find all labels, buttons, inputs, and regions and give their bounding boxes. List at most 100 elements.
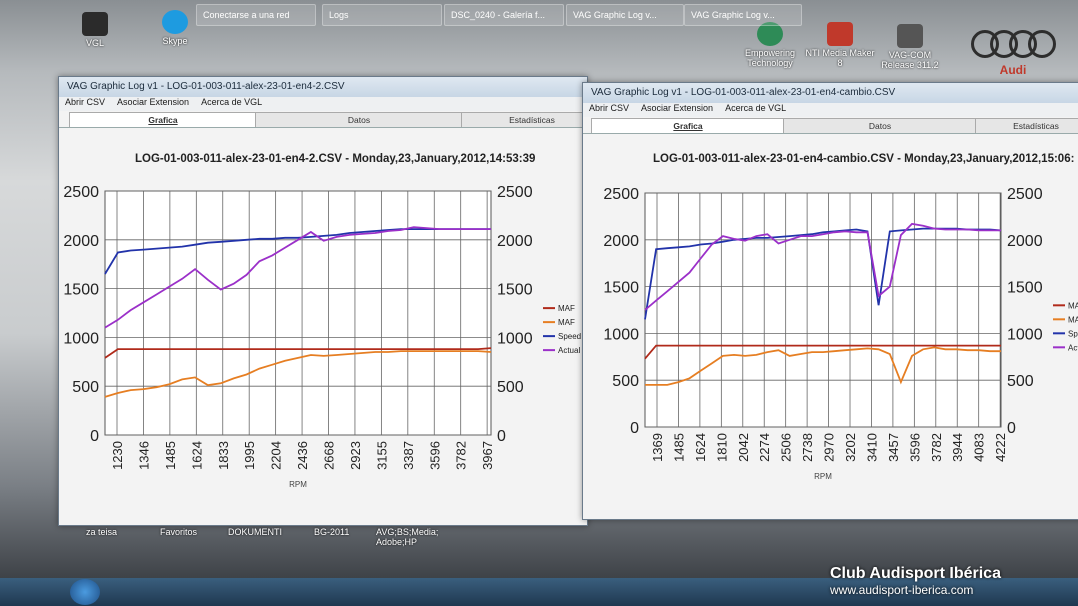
series-line-maf — [644, 344, 1001, 360]
x-tick-label: 3596 — [907, 433, 922, 462]
desktop-item[interactable]: BG-2011 — [314, 527, 350, 537]
x-tick-label: 3457 — [886, 433, 901, 462]
y2-tick-label: 0 — [1007, 420, 1016, 437]
window-1-titlebar[interactable]: VAG Graphic Log v1 - LOG-01-003-011-alex… — [59, 77, 587, 97]
chart-1: 0 500 1000 1500 2000 2500 0 500 1000 1500 2000 2500… — [63, 184, 581, 489]
desktop-icon-label: Skype — [162, 36, 188, 46]
y2-tick-label: 1000 — [497, 330, 533, 347]
legend-label: Actual — [1068, 343, 1078, 352]
watermark: Club Audisport Ibérica www.audisport-ibe… — [830, 565, 1001, 597]
desktop-icon-label: Empowering Technology — [744, 48, 796, 68]
y-tick-label: 1500 — [63, 282, 99, 299]
vgl-window-1[interactable]: VAG Graphic Log v1 - LOG-01-003-011-alex… — [58, 76, 588, 526]
taskbar — [0, 578, 1078, 606]
legend-label: MAF — [558, 304, 575, 313]
desktop-icon-vagcom[interactable]: VAG-COM Release 311.2 — [875, 24, 945, 70]
desktop-icon-skype[interactable]: Skype — [140, 10, 210, 46]
window-2-tabs: Grafica Datos Estadísticas — [583, 117, 1078, 134]
tab-datos[interactable]: Datos — [255, 112, 463, 127]
y-tick-label: 1500 — [603, 280, 639, 297]
series-line-actual — [104, 226, 491, 329]
x-tick-label: 3155 — [374, 441, 389, 470]
vgl-app-icon — [82, 12, 108, 36]
x-tick-label: 1624 — [693, 433, 708, 462]
y-tick-label: 1000 — [603, 326, 639, 343]
start-button[interactable] — [70, 579, 100, 605]
vgl-window-2[interactable]: VAG Graphic Log v1 - LOG-01-003-011-alex… — [582, 82, 1078, 520]
audi-logo-text: Audi — [999, 63, 1027, 77]
y-tick-label: 2000 — [603, 233, 639, 250]
tab-estadisticas[interactable]: Estadísticas — [975, 118, 1078, 133]
menu-abrir-csv[interactable]: Abrir CSV — [589, 103, 630, 113]
y-tick-label: 500 — [72, 379, 99, 396]
y-tick-label: 2500 — [603, 186, 639, 203]
y-tick-label: 1000 — [63, 330, 99, 347]
x-tick-label: 2506 — [779, 433, 794, 462]
desktop-icon-vgl[interactable]: VGL — [60, 12, 130, 48]
x-tick-label: 2923 — [348, 441, 363, 470]
taskbar-item-vgl-1[interactable]: VAG Graphic Log v... — [566, 4, 684, 26]
x-tick-label: 3782 — [454, 441, 469, 470]
chart-2: 0 500 1000 1500 2000 2500 0 500 1000 1500 2000 2500… — [603, 186, 1078, 481]
plot-area — [104, 190, 492, 436]
y-tick-label: 0 — [90, 428, 99, 445]
taskbar-item-logs[interactable]: Logs — [322, 4, 442, 26]
window-1-menubar: Abrir CSV Asociar Extension Acerca de VG… — [59, 97, 587, 111]
legend-label: Actual — [558, 346, 580, 355]
desktop-item[interactable]: AVG;BS;Media; Adobe;HP — [376, 527, 439, 547]
x-tick-label: 1810 — [714, 433, 729, 462]
x-tick-label: 3944 — [950, 433, 965, 462]
desktop-item[interactable]: DOKUMENTI — [228, 527, 282, 537]
menu-acerca-de[interactable]: Acerca de VGL — [201, 97, 263, 107]
legend-label: Speed — [1068, 329, 1078, 338]
y2-tick-label: 2500 — [1007, 186, 1043, 203]
skype-icon — [162, 10, 188, 34]
window-2-menubar: Abrir CSV Asociar Extension Acerca de VG… — [583, 103, 1078, 117]
taskbar-item-vgl-2[interactable]: VAG Graphic Log v... — [684, 4, 802, 26]
audi-logo: Audi — [968, 30, 1058, 77]
desktop-icon-empowering[interactable]: Empowering Technology — [735, 22, 805, 68]
desktop-icon-label: VAG-COM Release 311.2 — [881, 50, 939, 70]
vag-com-icon — [897, 24, 923, 48]
x-tick-label: 1485 — [671, 433, 686, 462]
legend-label: MAF — [1068, 301, 1078, 310]
series-line-actual — [644, 222, 1001, 311]
y-tick-label: 0 — [630, 420, 639, 437]
chart-1-title: LOG-01-003-011-alex-23-01-en4-2.CSV - Mo… — [135, 153, 536, 165]
x-tick-label: 1485 — [163, 441, 178, 470]
series-line-maf — [104, 347, 492, 359]
menu-abrir-csv[interactable]: Abrir CSV — [65, 97, 106, 107]
y2-tick-label: 0 — [497, 428, 506, 445]
x-tick-label: 3596 — [427, 441, 442, 470]
x-tick-label: 1369 — [650, 433, 665, 462]
tab-datos[interactable]: Datos — [783, 118, 977, 133]
taskbar-item-network[interactable]: Conectarse a una red — [196, 4, 316, 26]
tab-estadisticas[interactable]: Estadísticas — [461, 112, 587, 127]
desktop-icon-label: VGL — [85, 38, 104, 48]
menu-asociar-extension[interactable]: Asociar Extension — [117, 97, 190, 107]
x-tick-label: 3967 — [480, 441, 495, 470]
y2-tick-label: 2000 — [497, 233, 533, 250]
desktop-icon-nti[interactable]: NTI Media Maker 8 — [805, 22, 875, 68]
x-tick-label: 2436 — [295, 441, 310, 470]
desktop-icon-label: NTI Media Maker 8 — [805, 48, 875, 68]
tab-grafica[interactable]: Grafica — [591, 118, 785, 133]
y2-tick-label: 1500 — [497, 282, 533, 299]
x-tick-label: 3782 — [929, 433, 944, 462]
y-tick-label: 2000 — [63, 233, 99, 250]
desktop-item[interactable]: za teisa — [86, 527, 118, 537]
watermark-url: www.audisport-iberica.com — [830, 583, 974, 597]
menu-asociar-extension[interactable]: Asociar Extension — [641, 103, 714, 113]
window-2-titlebar[interactable]: VAG Graphic Log v1 - LOG-01-003-011-alex… — [583, 83, 1078, 103]
series-line-speed — [104, 228, 491, 275]
desktop-item[interactable]: Favoritos — [160, 527, 198, 537]
x-tick-label: 2042 — [736, 433, 751, 462]
series-line-maf — [104, 350, 492, 398]
menu-acerca-de[interactable]: Acerca de VGL — [725, 103, 787, 113]
acer-empowering-icon — [757, 22, 783, 46]
x-tick-label: 1833 — [216, 441, 231, 470]
taskbar-item-gallery[interactable]: DSC_0240 - Galería f... — [444, 4, 564, 26]
x-axis-label: RPM — [814, 472, 832, 481]
y2-tick-label: 2500 — [497, 184, 533, 201]
tab-grafica[interactable]: Grafica — [69, 112, 257, 127]
